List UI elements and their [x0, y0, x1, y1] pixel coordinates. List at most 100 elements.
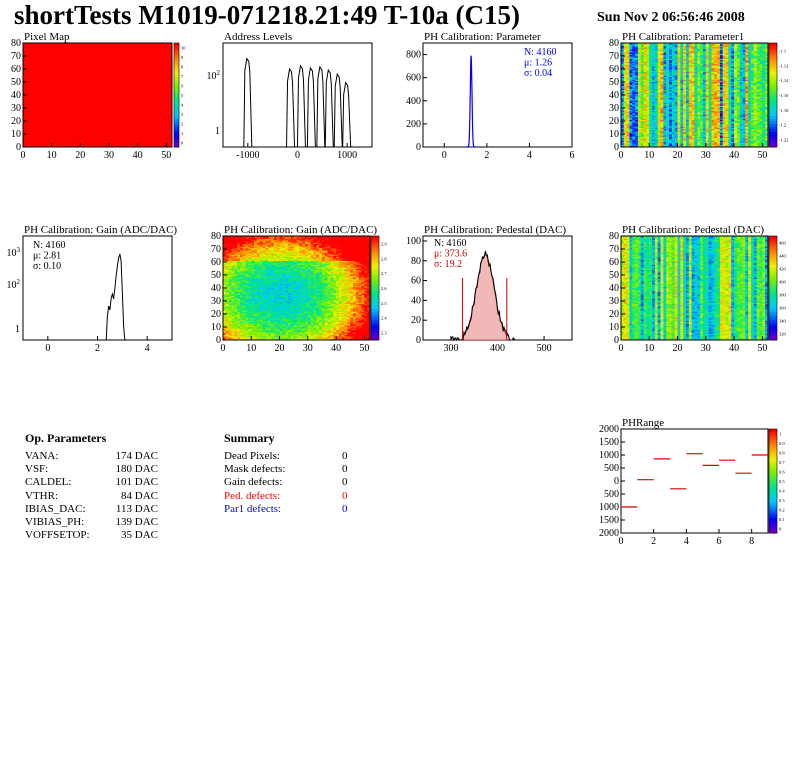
ph-param1-cell: [629, 52, 633, 54]
ph-param1-cell: [652, 75, 656, 78]
ph-param1-cell: [686, 52, 690, 54]
ph-param1-cell: [708, 78, 712, 80]
ph-param1-cell: [731, 76, 735, 79]
ph-param1-cell: [728, 89, 732, 92]
ph-param1-cell: [674, 67, 678, 70]
ph-param1-cell: [702, 108, 707, 110]
ph-param1-cell: [626, 93, 630, 96]
ph-param1-cell: [700, 50, 704, 53]
ph-param1-cell: [694, 72, 698, 75]
ph-param1-cell: [654, 91, 659, 93]
ph-param1-cell: [626, 113, 630, 115]
ph-param1-cell: [621, 141, 625, 144]
ph-param1-cell: [626, 123, 630, 126]
ph-param1-cell: [640, 135, 644, 137]
pixel-map-colorbar-cell: [174, 58, 179, 62]
ph-param1-colorbar-label: -1.16: [779, 93, 789, 98]
ph-param1-cell: [649, 102, 653, 105]
ph-param1-cell: [694, 53, 698, 55]
ph-param1-cell: [646, 65, 650, 67]
ph-param1-colorbar-label: -1.22: [779, 138, 788, 143]
ph-param1-cell: [657, 130, 661, 132]
ph-param1-cell: [674, 115, 678, 118]
ph-param1-cell: [680, 65, 684, 67]
ph-param1-cell: [688, 80, 692, 83]
ph-param1-cell: [705, 70, 709, 72]
ph-param1-cell: [722, 92, 726, 94]
ph-param1-cell: [635, 75, 639, 78]
ph-param1-cell: [626, 101, 630, 104]
ph-param1-cell: [663, 53, 667, 55]
ph-param1-cell: [660, 88, 664, 91]
ph-param1-cell: [728, 57, 732, 59]
ph-param1-cell: [705, 91, 709, 93]
ph-param1-cell: [663, 106, 667, 109]
ph-param1-ytick-label: 0: [614, 142, 619, 153]
ph-param1-cell: [666, 76, 670, 79]
ph-param1-cell: [725, 52, 729, 54]
ph-param1-cell: [708, 111, 712, 114]
ph-param1-cell: [621, 44, 625, 46]
ph-param1-cell: [700, 57, 704, 59]
ph-param1-cell: [711, 87, 715, 89]
ph-param1-cell: [621, 111, 625, 114]
ph-param1-cell: [694, 67, 698, 70]
ph-param1-cell: [708, 59, 712, 62]
ph-param1-cell: [674, 113, 678, 115]
ph-param1-cell: [717, 48, 721, 50]
ph-param1-cell: [700, 71, 704, 74]
ph-param1-cell: [621, 139, 625, 141]
ph-param1-cell: [657, 84, 661, 87]
ph-param1-cell: [623, 124, 627, 127]
ph-param1-cell: [621, 57, 625, 59]
ph-param1-cell: [660, 134, 664, 136]
ph-param1-cell: [691, 61, 695, 63]
ph-param1-cell: [688, 43, 692, 45]
ph-param1-cell: [657, 91, 661, 93]
ph-param1-cell: [660, 135, 664, 137]
ph-param1-cell: [669, 96, 673, 98]
ph-param1-cell: [725, 134, 729, 136]
ph-param1-cell: [652, 139, 656, 141]
ph-param1-cell: [705, 58, 709, 61]
ph-param1-cell: [669, 65, 673, 67]
ph-param1-cell: [637, 140, 642, 143]
pixel-map-colorbar-cell: [174, 92, 179, 96]
ph-param1-cell: [728, 63, 732, 66]
ph-param1-cell: [669, 106, 673, 109]
ph-param1-cell: [731, 95, 735, 97]
ph-param1-cell: [671, 78, 676, 80]
ph-param1-cell: [694, 110, 698, 113]
ph-param1-cell: [649, 93, 653, 96]
ph-param1-cell: [621, 104, 625, 106]
ph-param1-cell: [652, 121, 656, 123]
ph-param1-cell: [649, 62, 653, 65]
ph-param1-cell: [669, 123, 673, 126]
ph-param1-cell: [671, 131, 676, 133]
ph-param1-cell: [734, 137, 738, 140]
ph-param1-cell: [623, 80, 627, 83]
ph-param1-cell: [660, 61, 664, 63]
ph-param1-cell: [640, 49, 644, 52]
ph-param1-cell: [660, 80, 664, 83]
ph-param1-cell: [691, 127, 695, 130]
ph-param1-cell: [626, 118, 630, 120]
ph-param1-cell: [691, 136, 695, 139]
ph-param1-cell: [646, 119, 650, 122]
ph-param1-cell: [694, 113, 698, 115]
ph-param1-cell: [734, 135, 738, 137]
ph-param1-cell: [646, 143, 650, 145]
ph-param1-cell: [714, 83, 718, 85]
ph-param1-cell: [688, 109, 692, 111]
ph-param1-cell: [629, 96, 633, 98]
ph-param1-cell: [671, 126, 676, 128]
ph-param1-cell: [660, 106, 664, 109]
ph-param1-cell: [725, 137, 729, 140]
ph-param1-cell: [621, 131, 625, 133]
ph-param1-cell: [660, 144, 664, 146]
ph-param1-cell: [697, 67, 701, 70]
ph-param1-cell: [694, 84, 698, 87]
ph-param1-cell: [640, 123, 644, 126]
ph-param1-cell: [705, 93, 709, 96]
ph-param1-cell: [671, 80, 676, 83]
